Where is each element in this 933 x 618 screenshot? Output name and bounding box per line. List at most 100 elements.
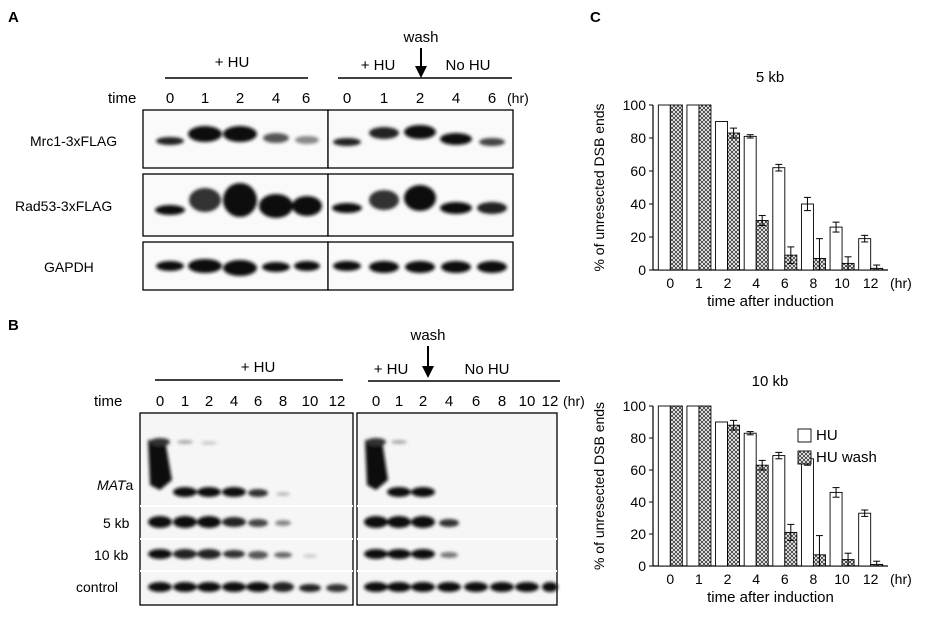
bar-hu-wash (727, 132, 741, 271)
panel-a-right-time-0: 0 (343, 90, 351, 107)
x-tick-label: 12 (863, 275, 879, 291)
x-unit-label: (hr) (890, 571, 912, 587)
chart-title: 10 kb (752, 373, 789, 390)
y-tick-label: 20 (630, 229, 646, 245)
y-tick-label: 40 (630, 196, 646, 212)
x-tick-label: 8 (810, 275, 818, 291)
y-axis-label: % of unresected DSB ends (591, 103, 607, 271)
panel-a-left-time-1: 1 (201, 90, 209, 107)
bar-hu (772, 455, 786, 567)
x-axis-label: time after induction (707, 589, 834, 606)
chart-title: 5 kb (756, 69, 784, 86)
panel-a-left-time-2: 2 (236, 90, 244, 107)
panel-b-unit: (hr) (563, 393, 585, 409)
bar-hu (772, 167, 786, 271)
x-tick-label: 1 (695, 571, 703, 587)
bar-hu (858, 238, 872, 271)
panel-a-header-hu: + HU (215, 54, 250, 71)
x-tick-label: 6 (781, 275, 789, 291)
y-tick-label: 60 (630, 462, 646, 478)
panel-a-blot-mrc1 (142, 109, 514, 169)
panel-b-right-time-5: 8 (498, 393, 506, 410)
x-tick-label: 6 (781, 571, 789, 587)
panel-a-header-hu-2: + HU (361, 57, 396, 74)
panel-a-row-mrc1: Mrc1-3xFLAG (30, 133, 117, 149)
x-unit-label: (hr) (890, 275, 912, 291)
y-tick-label: 60 (630, 163, 646, 179)
panel-a: A + HU + HU wash No HU time 0 1 2 4 6 0 1 2 4 6 (… (8, 9, 529, 291)
panel-b-time-ticks: 0 1 2 4 6 8 10 12 0 1 2 4 6 8 10 12 (156, 393, 559, 410)
panel-b-header-hu: + HU (241, 359, 276, 376)
y-axis-label: % of unresected DSB ends (591, 402, 607, 570)
panel-b-letter: B (8, 317, 19, 334)
x-tick-label: 4 (752, 571, 760, 587)
panel-b-left-time-6: 10 (302, 393, 319, 410)
y-tick-label: 0 (638, 262, 646, 278)
panel-b-left-time-5: 8 (279, 393, 287, 410)
panel-a-unit: (hr) (507, 90, 529, 106)
panel-b-left-time-0: 0 (156, 393, 164, 410)
panel-b-row-10kb: 10 kb (94, 547, 128, 563)
legend-swatch-hu (797, 428, 812, 443)
bar-hu (743, 135, 757, 271)
legend-label-hu: HU (816, 427, 838, 444)
panel-a-row-rad53: Rad53-3xFLAG (15, 198, 112, 214)
y-tick-label: 100 (623, 398, 647, 414)
bar-hu (858, 512, 872, 567)
panel-b-right-time-6: 10 (519, 393, 536, 410)
x-tick-label: 10 (834, 571, 850, 587)
panel-a-letter: A (8, 9, 19, 26)
mat-italic: MAT (97, 477, 127, 493)
panel-b-header-hu-2: + HU (374, 361, 409, 378)
panel-b-left-time-7: 12 (329, 393, 346, 410)
x-tick-label: 0 (666, 571, 674, 587)
panel-a-blot-gapdh (142, 241, 514, 291)
bar-hu (800, 203, 814, 271)
x-tick-label: 1 (695, 275, 703, 291)
panel-b-time-label: time (94, 393, 122, 410)
panel-b-right-time-1: 1 (395, 393, 403, 410)
panel-c-letter: C (590, 9, 601, 26)
panel-b-left-time-1: 1 (181, 393, 189, 410)
panel-a-right-time-3: 4 (452, 90, 460, 107)
x-axis-label: time after induction (707, 293, 834, 310)
panel-a-left-time-4: 6 (302, 90, 310, 107)
panel-b-wash-label: wash (409, 327, 445, 344)
panel-b-left-time-2: 2 (205, 393, 213, 410)
bar-hu (829, 226, 843, 271)
panel-b-right-time-7: 12 (542, 393, 559, 410)
panel-a-wash-label: wash (402, 29, 438, 46)
y-tick-label: 40 (630, 494, 646, 510)
y-tick-label: 0 (638, 558, 646, 574)
mat-plain: a (126, 477, 134, 493)
panel-a-row-gapdh: GAPDH (44, 259, 94, 275)
panel-b-right-time-3: 4 (445, 393, 453, 410)
y-tick-label: 100 (623, 97, 647, 113)
panel-b-row-5kb: 5 kb (103, 515, 130, 531)
panel-b: B + HU + HU wash No HU time 0 1 2 4 6 8 10 12 0 1… (8, 317, 585, 606)
panel-a-header-no-hu: No HU (445, 57, 490, 74)
bar-hu (743, 432, 757, 567)
panel-a-right-time-1: 1 (380, 90, 388, 107)
panel-b-gel-right (356, 412, 558, 606)
x-tick-label: 8 (810, 571, 818, 587)
bar-hu (715, 121, 729, 271)
x-tick-label: 0 (666, 275, 674, 291)
bar-hu-wash (698, 405, 712, 567)
panel-b-left-time-4: 6 (254, 393, 262, 410)
bar-hu (800, 458, 814, 567)
x-tick-label: 2 (724, 275, 732, 291)
panel-b-row-control: control (76, 579, 118, 595)
x-tick-label: 12 (863, 571, 879, 587)
bar-hu (686, 405, 700, 567)
panel-a-right-time-2: 2 (416, 90, 424, 107)
y-tick-label: 80 (630, 430, 646, 446)
legend-swatch-hu-wash (797, 450, 812, 465)
bar-hu-wash (669, 405, 683, 567)
panel-a-time-label: time (108, 90, 136, 107)
panel-a-blot-rad53 (142, 173, 514, 237)
